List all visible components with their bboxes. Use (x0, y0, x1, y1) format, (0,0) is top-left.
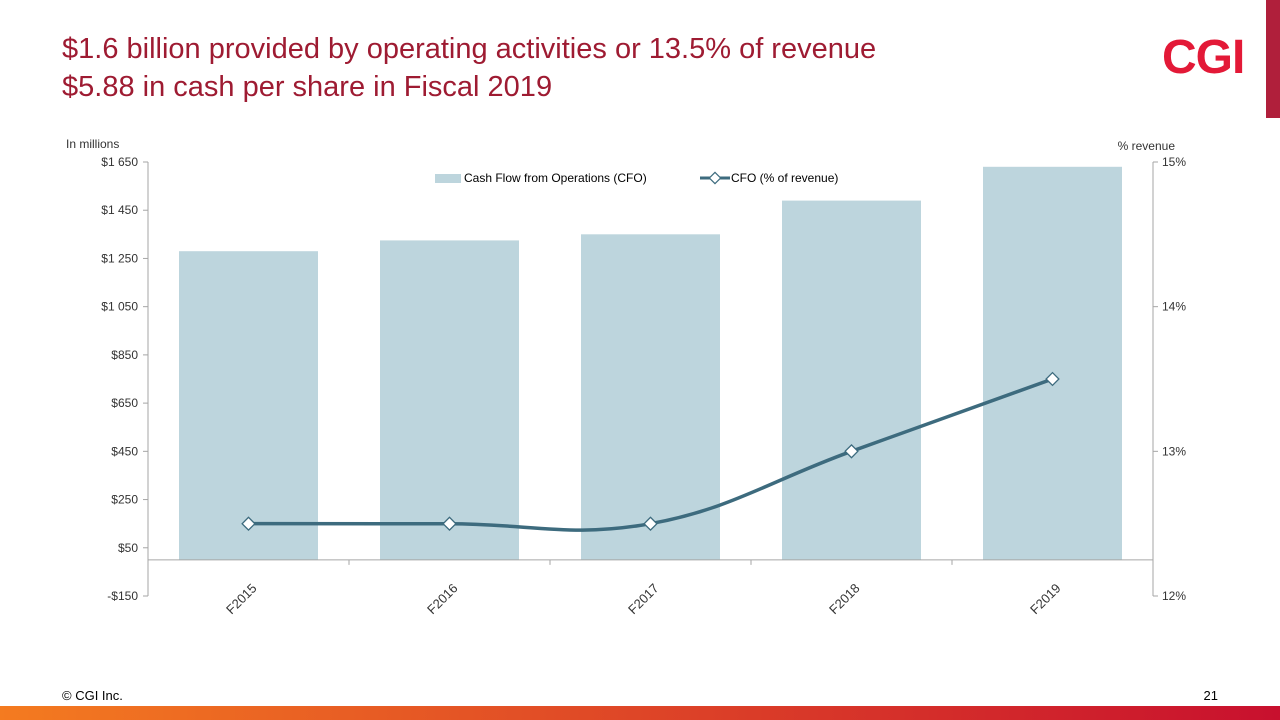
slide-title-line-2: $5.88 in cash per share in Fiscal 2019 (62, 71, 553, 103)
bar-f2019 (983, 166, 1122, 560)
bar-f2018 (782, 200, 921, 560)
bar-f2017 (581, 234, 720, 560)
side-accent-bar (1266, 0, 1280, 118)
y-tick-label: $1 450 (101, 203, 138, 217)
y-tick-label: $1 050 (101, 300, 138, 314)
legend-swatch-bar (435, 174, 461, 183)
cfo-pct-marker-f2018 (844, 444, 859, 459)
cfo-pct-marker-f2015 (241, 516, 256, 531)
y-axis-title: In millions (66, 137, 119, 151)
y2-axis-title: % revenue (1118, 139, 1176, 153)
bar-f2015 (179, 251, 318, 560)
cfo-pct-marker-f2019 (1045, 371, 1060, 387)
y-tick-label: $450 (111, 444, 138, 458)
bars-layer (179, 166, 1122, 560)
bottom-color-band (0, 706, 1280, 720)
legend-swatch-marker (708, 171, 722, 185)
x-tick-label: F2016 (424, 580, 461, 617)
y2-tick-label: 13% (1162, 444, 1186, 458)
y-tick-label: $650 (111, 396, 138, 410)
x-tick-label: F2017 (625, 580, 662, 617)
y2-tick-label: 12% (1162, 589, 1186, 603)
y2-tick-label: 14% (1162, 300, 1186, 314)
cfo-pct-marker-f2017 (643, 516, 658, 531)
line-layer (241, 371, 1060, 532)
y-tick-label: $250 (111, 493, 138, 507)
page-number: 21 (1203, 688, 1218, 703)
legend-label-cfo: Cash Flow from Operations (CFO) (464, 171, 647, 185)
cfo-chart: In millions % revenue -$150 $50 $250 $450 $6… (66, 137, 1186, 617)
footer-copyright: © CGI Inc. (62, 688, 123, 703)
y2-tick-label: 15% (1162, 155, 1186, 169)
y-tick-label: $50 (118, 541, 138, 555)
x-tick-label: F2015 (223, 580, 260, 617)
y-tick-label: $1 650 (101, 155, 138, 169)
bar-f2016 (380, 240, 519, 560)
cfo-pct-marker-f2016 (442, 516, 457, 531)
legend-label-cfo-pct: CFO (% of revenue) (731, 171, 838, 185)
y-tick-label: -$150 (107, 589, 138, 603)
y-tick-label: $1 250 (101, 251, 138, 265)
slide-title-line-1: $1.6 billion provided by operating activ… (62, 33, 877, 65)
x-tick-label: F2019 (1027, 580, 1064, 617)
y-tick-label: $850 (111, 348, 138, 362)
cgi-logo: CGI (1162, 31, 1245, 84)
legend: Cash Flow from Operations (CFO) CFO (% o… (435, 171, 838, 185)
x-tick-label: F2018 (826, 580, 863, 617)
